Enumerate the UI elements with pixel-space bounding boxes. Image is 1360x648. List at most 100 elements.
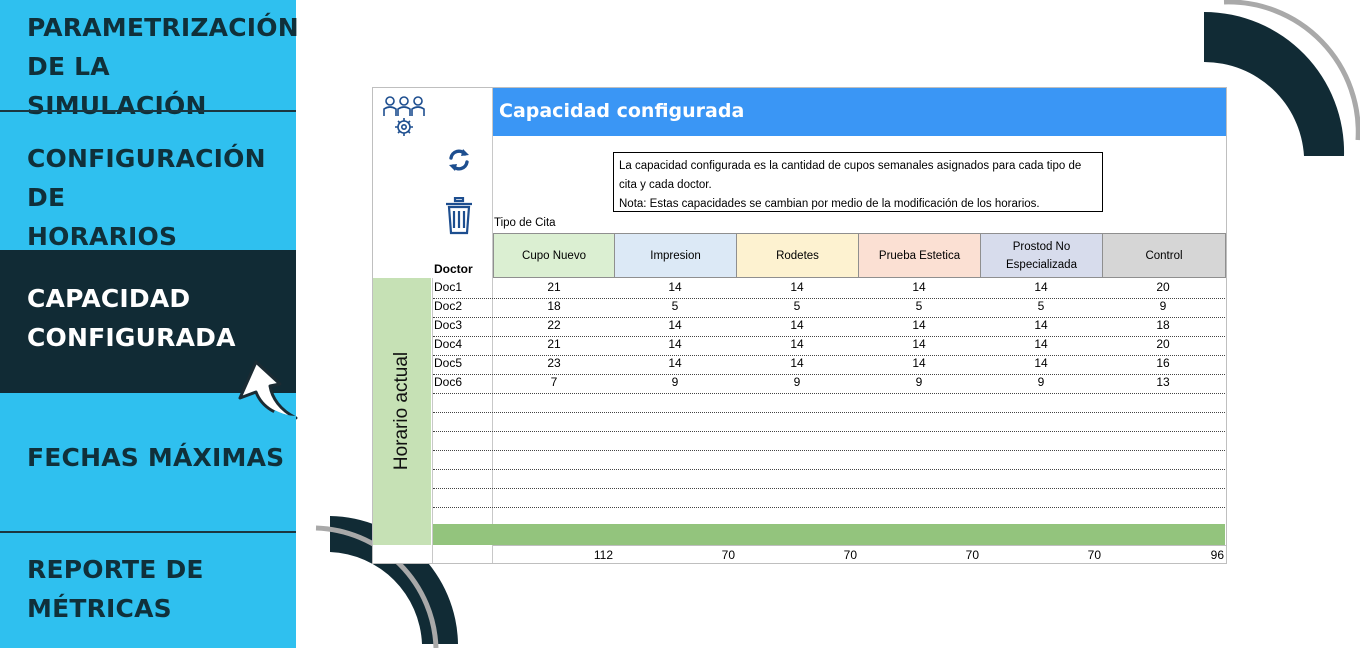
- nav-label-line2: MÉTRICAS: [27, 594, 172, 623]
- team-gear-icon: [383, 96, 425, 136]
- gridline: [432, 278, 433, 563]
- value-cell[interactable]: 20: [1156, 337, 1170, 351]
- value-cell[interactable]: 9: [915, 375, 923, 389]
- value-cell[interactable]: 13: [1156, 375, 1170, 389]
- info-note: La capacidad configurada es la cantidad …: [613, 152, 1103, 212]
- table-row: Doc2 18 5 5 5 5 9: [433, 298, 1225, 318]
- doctor-cell[interactable]: Doc4: [434, 337, 463, 351]
- value-cell[interactable]: 14: [912, 318, 926, 332]
- value-cell[interactable]: 14: [790, 280, 804, 294]
- value-cell[interactable]: 14: [668, 337, 682, 351]
- value-cell[interactable]: 9: [1159, 299, 1167, 313]
- doctor-cell[interactable]: Doc6: [434, 375, 463, 389]
- value-cell[interactable]: 21: [547, 280, 561, 294]
- nav-label-line1: CAPACIDAD: [27, 284, 191, 313]
- value-cell[interactable]: 14: [668, 318, 682, 332]
- value-cell[interactable]: 21: [547, 337, 561, 351]
- table-row: Doc4 21 14 14 14 14 20: [433, 336, 1225, 356]
- value-cell[interactable]: 5: [671, 299, 679, 313]
- header-line: Cupo Nuevo: [522, 249, 586, 262]
- total-cell: 70: [721, 548, 735, 562]
- table-row: [433, 393, 1225, 413]
- value-cell[interactable]: 22: [547, 318, 561, 332]
- sidebar-nav: PARAMETRIZACIÓN DE LA SIMULACIÓN CONFIGU…: [0, 0, 299, 648]
- value-cell[interactable]: 18: [547, 299, 561, 313]
- table-row: Doc1 21 14 14 14 14 20: [433, 279, 1225, 299]
- value-cell[interactable]: 14: [790, 337, 804, 351]
- value-cell[interactable]: 14: [1034, 318, 1048, 332]
- value-cell[interactable]: 16: [1156, 356, 1170, 370]
- doctor-cell[interactable]: Doc3: [434, 318, 463, 332]
- sheet-title: Capacidad configurada: [499, 100, 745, 122]
- header-line: Impresion: [650, 249, 701, 262]
- refresh-icon[interactable]: [447, 147, 471, 173]
- total-cell: 70: [843, 548, 857, 562]
- nav-label-line2: HORARIOS: [27, 222, 178, 251]
- decorative-arc-bottom-left: [315, 516, 458, 648]
- doctor-cell[interactable]: Doc2: [434, 299, 463, 313]
- value-cell[interactable]: 20: [1156, 280, 1170, 294]
- total-cell: 96: [1210, 548, 1224, 562]
- value-cell[interactable]: 5: [915, 299, 923, 313]
- nav-parametrizacion[interactable]: PARAMETRIZACIÓN DE LA SIMULACIÓN: [0, 8, 299, 120]
- value-cell[interactable]: 18: [1156, 318, 1170, 332]
- column-header-impresion: Impresion: [614, 233, 737, 278]
- value-cell[interactable]: 9: [671, 375, 679, 389]
- totals-divider: [493, 545, 1226, 546]
- header-line: Prueba Estetica: [878, 249, 961, 262]
- column-header-rodetes: Rodetes: [736, 233, 859, 278]
- nav-configuracion-horarios[interactable]: CONFIGURACIÓN DE HORARIOS: [0, 139, 296, 251]
- value-cell[interactable]: 14: [668, 356, 682, 370]
- value-cell[interactable]: 5: [793, 299, 801, 313]
- doctor-cell[interactable]: Doc5: [434, 356, 463, 370]
- value-cell[interactable]: 14: [1034, 356, 1048, 370]
- nav-divider: [0, 110, 296, 112]
- note-line: Nota: Estas capacidades se cambian por m…: [619, 198, 1040, 210]
- capacity-sheet: Capacidad configurada La capacidad confi…: [372, 87, 1227, 564]
- value-cell[interactable]: 14: [912, 280, 926, 294]
- value-cell[interactable]: 23: [547, 356, 561, 370]
- nav-label-line1: CONFIGURACIÓN DE: [27, 144, 266, 212]
- value-cell[interactable]: 7: [550, 375, 558, 389]
- value-cell[interactable]: 14: [790, 318, 804, 332]
- nav-reporte-metricas[interactable]: REPORTE DE MÉTRICAS: [0, 550, 296, 640]
- decorative-arc-top-right: [1204, 0, 1360, 157]
- value-cell[interactable]: 14: [1034, 280, 1048, 294]
- value-cell[interactable]: 14: [912, 356, 926, 370]
- table-row: Doc3 22 14 14 14 14 18: [433, 317, 1225, 337]
- horario-actual-label: Horario actual: [391, 351, 412, 471]
- value-cell[interactable]: 14: [790, 356, 804, 370]
- nav-label-line1: REPORTE DE: [27, 555, 204, 584]
- total-cell: 70: [965, 548, 979, 562]
- nav-label-line2: CONFIGURADA: [27, 323, 236, 352]
- trash-icon[interactable]: [444, 197, 474, 235]
- nav-capacidad-configurada[interactable]: CAPACIDAD CONFIGURADA: [0, 250, 296, 393]
- horario-actual-band: [373, 278, 431, 545]
- column-header-cupo-nuevo: Cupo Nuevo: [493, 233, 615, 278]
- column-header-prueba-estetica: Prueba Estetica: [858, 233, 981, 278]
- doctor-label: Doctor: [434, 262, 473, 276]
- total-cell: 70: [1087, 548, 1101, 562]
- doctor-cell[interactable]: Doc1: [434, 280, 463, 294]
- nav-label-line2: DE LA SIMULACIÓN: [27, 52, 207, 120]
- value-cell[interactable]: 5: [1037, 299, 1045, 313]
- header-line: Control: [1145, 249, 1183, 262]
- value-cell[interactable]: 14: [1034, 337, 1048, 351]
- header-line: Especializada: [1006, 258, 1077, 271]
- note-line: La capacidad configurada es la cantidad …: [619, 160, 1082, 172]
- value-cell[interactable]: 9: [793, 375, 801, 389]
- title-bar: [493, 88, 1226, 136]
- nav-divider: [0, 531, 296, 533]
- value-cell[interactable]: 14: [912, 337, 926, 351]
- table-row: [433, 469, 1225, 489]
- table-row: Doc6 7 9 9 9 9 13: [433, 374, 1225, 394]
- nav-label-line1: PARAMETRIZACIÓN: [27, 13, 299, 42]
- table-row: [433, 450, 1225, 470]
- highlight-row: [433, 524, 1225, 545]
- table-row: Doc5 23 14 14 14 14 16: [433, 355, 1225, 375]
- value-cell[interactable]: 14: [668, 280, 682, 294]
- value-cell[interactable]: 9: [1037, 375, 1045, 389]
- nav-fechas-maximas[interactable]: FECHAS MÁXIMAS: [0, 438, 296, 478]
- total-cell: 112: [593, 548, 613, 562]
- column-header-control: Control: [1102, 233, 1226, 278]
